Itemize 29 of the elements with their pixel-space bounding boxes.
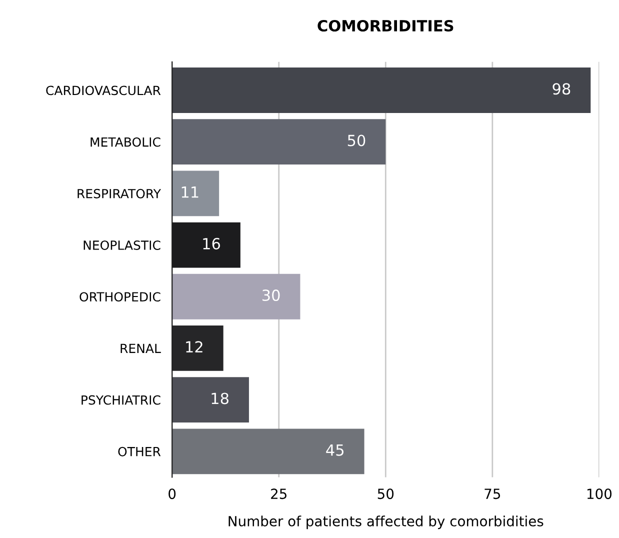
x-axis-title: Number of patients affected by comorbidities bbox=[228, 516, 544, 530]
data-label: 30 bbox=[262, 290, 280, 302]
bar bbox=[172, 119, 386, 165]
bar bbox=[172, 428, 364, 474]
x-tick-label: 50 bbox=[378, 488, 394, 500]
bar bbox=[172, 170, 220, 216]
y-tick-label: OTHER bbox=[118, 446, 161, 456]
data-label: 45 bbox=[326, 444, 344, 456]
y-tick-label: CARDIOVASCULAR bbox=[46, 86, 161, 96]
x-tick-label: 75 bbox=[484, 488, 500, 500]
bar bbox=[172, 274, 300, 320]
y-tick-label: PSYCHIATRIC bbox=[82, 395, 160, 405]
data-label: 12 bbox=[186, 341, 202, 352]
chart-title: COMORBIDITIES bbox=[318, 20, 454, 32]
bar bbox=[172, 68, 591, 113]
data-label: 16 bbox=[203, 238, 220, 250]
y-tick-label: ORTHOPEDIC bbox=[80, 292, 160, 302]
y-tick-label: METABOLIC bbox=[90, 137, 160, 147]
data-label: 11 bbox=[182, 186, 198, 198]
y-tick-label: NEOPLASTIC bbox=[84, 240, 160, 250]
x-tick-label: 0 bbox=[168, 488, 176, 500]
data-label: 50 bbox=[348, 134, 366, 146]
bar bbox=[172, 377, 249, 423]
y-tick-label: RESPIRATORY bbox=[78, 188, 161, 198]
y-tick-label: RENAL bbox=[120, 344, 161, 353]
x-tick-label: 25 bbox=[271, 488, 286, 500]
x-tick-label: 100 bbox=[587, 488, 612, 500]
data-label: 18 bbox=[212, 392, 228, 404]
data-label: 98 bbox=[552, 83, 570, 95]
